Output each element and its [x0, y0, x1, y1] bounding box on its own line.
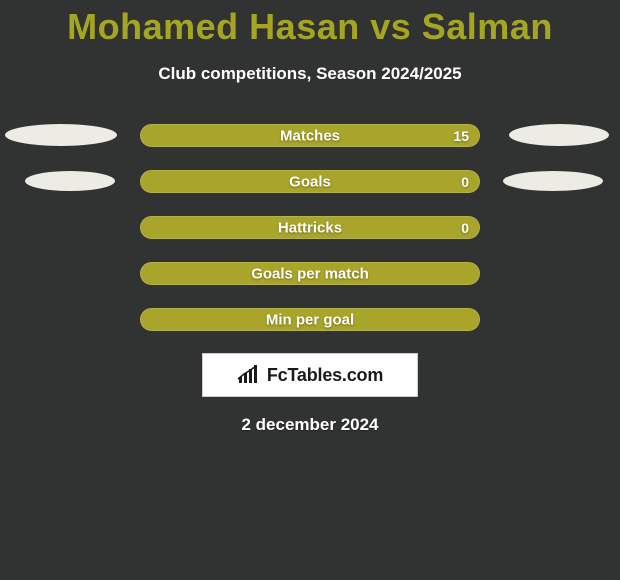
stat-label: Min per goal [141, 311, 479, 328]
stat-right-value: 0 [461, 174, 469, 190]
stat-right-value: 15 [453, 128, 469, 144]
stat-bar: Min per goal [140, 308, 480, 331]
stat-label: Goals [141, 173, 479, 190]
stat-bar: Hattricks 0 [140, 216, 480, 239]
left-ellipse-icon [5, 124, 117, 146]
right-ellipse-icon [509, 124, 609, 146]
left-ellipse-icon [25, 171, 115, 191]
stat-label: Hattricks [141, 219, 479, 236]
bar-chart-icon [237, 365, 261, 385]
page-title: Mohamed Hasan vs Salman [0, 6, 620, 48]
branding-banner: FcTables.com [202, 353, 418, 397]
branding-text: FcTables.com [267, 365, 383, 386]
stat-label: Goals per match [141, 265, 479, 282]
infographic-root: Mohamed Hasan vs Salman Club competition… [0, 0, 620, 580]
stat-right-value: 0 [461, 220, 469, 236]
footer-date: 2 december 2024 [0, 415, 620, 435]
stat-row-matches: Matches 15 [0, 124, 620, 147]
stat-bar: Matches 15 [140, 124, 480, 147]
stat-row-goals-per-match: Goals per match [0, 262, 620, 285]
stat-label: Matches [141, 127, 479, 144]
stat-bar: Goals 0 [140, 170, 480, 193]
stats-rows: Matches 15 Goals 0 Hattricks 0 [0, 124, 620, 331]
right-ellipse-icon [503, 171, 603, 191]
stat-row-goals: Goals 0 [0, 170, 620, 193]
stat-row-hattricks: Hattricks 0 [0, 216, 620, 239]
stat-row-min-per-goal: Min per goal [0, 308, 620, 331]
stat-bar: Goals per match [140, 262, 480, 285]
page-subtitle: Club competitions, Season 2024/2025 [0, 64, 620, 84]
